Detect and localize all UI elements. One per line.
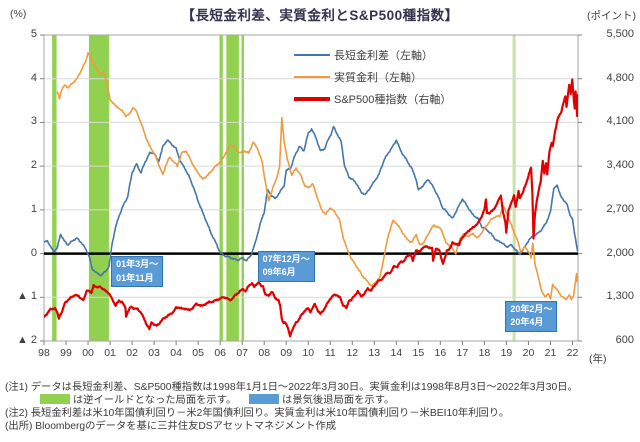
legend: 長短金利差（左軸） 実質金利（左軸） S&P500種指数（右軸） <box>294 44 451 110</box>
recession-label-2020-line2: 20年4月 <box>510 317 544 328</box>
x-tick-05: 05 <box>192 347 204 359</box>
left-tick-4: 4 <box>30 71 37 84</box>
recession-label-2020-line1: 20年2月～ <box>510 303 553 314</box>
note-2: (注2) 長短金利差は米10年国債利回り－米2年国債利回り。実質金利は米10年国… <box>5 408 510 419</box>
left-tick-0: 0 <box>30 246 37 259</box>
x-tick-17: 17 <box>456 347 469 359</box>
x-tick-12: 12 <box>346 347 359 359</box>
inverted-yield-band <box>219 35 223 341</box>
recession-label-2008-line2: 09年6月 <box>262 267 296 277</box>
left-tick-2: 2 <box>30 159 37 172</box>
x-tick-11: 11 <box>324 347 336 359</box>
spread-line-swatch <box>294 53 330 57</box>
legend-item-real-rate: 実質金利（左軸） <box>294 66 451 88</box>
inverted-yield-band <box>88 35 109 341</box>
plot-border <box>43 34 579 342</box>
left-tick-▲ 2: ▲ 2 <box>16 334 37 346</box>
x-tick-01: 01 <box>104 347 116 359</box>
chart-title: 【長短金利差、実質金利とS&P500種指数】 <box>181 8 459 23</box>
right-axis-unit: (ポイント) <box>587 10 636 22</box>
x-tick-00: 00 <box>82 347 94 359</box>
x-tick-21: 21 <box>544 347 557 359</box>
real-rate-line <box>56 51 578 301</box>
inverted-yield-swatch <box>40 394 70 404</box>
recession-label-2008-line1: 07年12月～ <box>262 253 310 264</box>
recession-label-2008: 07年12月～ 09年6月 <box>257 250 315 282</box>
plot-area <box>40 34 582 345</box>
note-band-legend: は逆イールドとなった局面を示す。 は景気後退局面を示す。 <box>40 391 394 406</box>
sp500-line-swatch <box>294 97 330 101</box>
right-tick-4,100: 4,100 <box>606 115 634 128</box>
left-tick-5: 5 <box>30 28 37 40</box>
inverted-yield-band <box>226 35 239 341</box>
x-tick-14: 14 <box>390 347 403 359</box>
x-tick-16: 16 <box>434 347 447 359</box>
recession-label-2001-line2: 01年11月 <box>116 272 154 283</box>
right-tick-4,800: 4,800 <box>606 71 634 84</box>
right-tick-2,700: 2,700 <box>606 202 634 215</box>
inverted-yield-band <box>52 35 57 341</box>
x-tick-06: 06 <box>214 347 226 359</box>
recession-label-2001: 01年3月～ 01年11月 <box>111 256 164 288</box>
note-green-text: は逆イールドとなった局面を示す。 <box>72 395 237 406</box>
x-tick-18: 18 <box>478 347 491 359</box>
right-tick-3,400: 3,400 <box>606 159 634 172</box>
legend-item-spread: 長短金利差（左軸） <box>294 44 451 66</box>
note-blue-text: は景気後退局面を示す。 <box>282 395 395 406</box>
legend-label-real-rate: 実質金利（左軸） <box>334 72 422 84</box>
inverted-yield-band <box>512 35 516 341</box>
x-tick-19: 19 <box>500 347 513 359</box>
left-tick-▲ 1: ▲ 1 <box>16 290 37 303</box>
x-tick-09: 09 <box>280 347 293 359</box>
legend-label-sp500: S&P500種指数（右軸） <box>334 94 452 106</box>
x-tick-02: 02 <box>126 347 138 359</box>
x-tick-98: 98 <box>38 347 50 359</box>
left-axis-unit: (%) <box>10 8 27 20</box>
x-tick-13: 13 <box>368 347 381 359</box>
recession-label-2020: 20年2月～ 20年4月 <box>505 300 558 332</box>
legend-label-spread: 長短金利差（左軸） <box>334 50 433 62</box>
x-axis-unit: (年) <box>589 353 607 365</box>
x-tick-20: 20 <box>522 347 535 359</box>
x-tick-08: 08 <box>258 347 271 359</box>
spread-line <box>44 125 578 277</box>
recession-swatch <box>249 394 280 404</box>
x-tick-07: 07 <box>236 347 249 359</box>
x-tick-99: 99 <box>60 347 72 359</box>
x-tick-10: 10 <box>302 347 315 359</box>
legend-item-sp500: S&P500種指数（右軸） <box>294 88 451 110</box>
sp500-line <box>44 78 578 338</box>
note-1: (注1) データは長短金利差、S&P500種指数は1998年1月1日～2022年… <box>5 382 578 393</box>
source-note: (出所) Bloombergのデータを基に三井住友DSアセットマネジメント作成 <box>5 421 337 432</box>
x-tick-03: 03 <box>148 347 160 359</box>
x-tick-04: 04 <box>170 347 182 359</box>
right-tick-1,300: 1,300 <box>606 290 634 303</box>
right-tick-2,000: 2,000 <box>606 246 634 259</box>
recession-label-2001-line1: 01年3月～ <box>116 259 159 270</box>
inverted-yield-band <box>241 35 244 341</box>
left-tick-3: 3 <box>30 115 37 128</box>
right-tick-5,500: 5,500 <box>606 28 634 40</box>
left-tick-1: 1 <box>30 202 37 215</box>
right-tick-600: 600 <box>615 334 634 346</box>
x-tick-15: 15 <box>412 347 425 359</box>
x-tick-22: 22 <box>566 347 579 359</box>
axis-label-layer: 5 4 3 2 1 0 ▲ 1 ▲ 2 5,500 4,800 4,100 3,400 2,700 2,0… <box>16 28 634 359</box>
real-rate-line-swatch <box>294 75 330 79</box>
